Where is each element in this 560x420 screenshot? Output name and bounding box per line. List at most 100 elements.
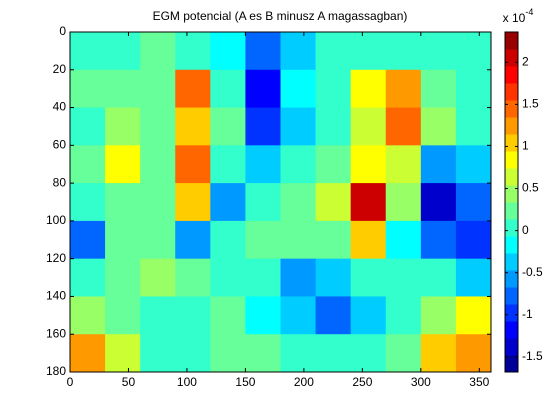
cell — [70, 220, 106, 260]
cell — [385, 220, 422, 260]
cell — [315, 32, 352, 71]
y-tick-label: 180 — [46, 364, 66, 378]
cell — [175, 69, 211, 109]
cell — [455, 220, 492, 260]
cell — [140, 334, 176, 373]
cell — [245, 183, 281, 222]
cell — [385, 183, 422, 222]
cell — [455, 32, 492, 71]
cell — [420, 220, 457, 260]
x-tick-label: 50 — [122, 375, 136, 389]
colorbar-band — [505, 100, 518, 118]
colorbar-band — [505, 134, 518, 152]
cell — [245, 220, 281, 260]
cell — [350, 107, 387, 146]
colorbar-tick-label: 2 — [522, 54, 529, 68]
colorbar-band — [505, 202, 518, 220]
colorbar-tick-label: -1.5 — [522, 349, 543, 363]
y-tick-label: 160 — [46, 326, 66, 340]
colorbar-band — [505, 304, 518, 322]
cell — [70, 296, 106, 335]
cell — [455, 258, 492, 297]
cell — [70, 258, 106, 297]
cell — [280, 220, 317, 260]
cell — [385, 69, 422, 109]
cell — [455, 334, 492, 373]
cell — [350, 145, 387, 184]
cell — [280, 296, 317, 335]
cell — [315, 107, 352, 146]
cell — [315, 183, 352, 222]
colorbar-tick-label: -0.5 — [522, 265, 543, 279]
cell — [210, 183, 246, 222]
cell — [385, 145, 422, 184]
cell — [210, 107, 246, 146]
colorbar-band — [505, 253, 518, 271]
cell — [70, 334, 106, 373]
cell — [140, 69, 176, 109]
cell — [420, 183, 457, 222]
cell — [175, 183, 211, 222]
cell — [280, 183, 317, 222]
cell — [210, 296, 246, 335]
cell — [350, 183, 387, 222]
cell — [245, 258, 281, 297]
cell — [245, 107, 281, 146]
cell — [455, 69, 492, 109]
y-tick-label: 20 — [53, 62, 67, 76]
y-tick-label: 140 — [46, 289, 66, 303]
cell — [385, 258, 422, 297]
cell — [350, 296, 387, 335]
cell — [280, 258, 317, 297]
cell — [105, 32, 141, 71]
cell — [105, 183, 141, 222]
colorbar-band — [505, 219, 518, 237]
cell — [140, 183, 176, 222]
cell — [175, 32, 211, 71]
colorbar-scale-exponent: -4 — [525, 7, 533, 17]
cell — [175, 296, 211, 335]
x-tick-label: 0 — [67, 375, 74, 389]
cell — [280, 69, 317, 109]
colorbar-scale-base: x 10 — [503, 11, 526, 25]
cell — [175, 145, 211, 184]
cell — [175, 258, 211, 297]
colorbar-band — [505, 117, 518, 135]
cell — [420, 32, 457, 71]
plot-frame — [69, 31, 492, 373]
colorbar-tick-label: 0.5 — [522, 181, 539, 195]
cell — [315, 296, 352, 335]
cell — [420, 296, 457, 335]
cell — [210, 145, 246, 184]
cell — [105, 334, 141, 373]
colorbar-scale: x 10-4 — [503, 7, 534, 25]
cell — [245, 145, 281, 184]
cell — [420, 258, 457, 297]
colorbar-band — [505, 321, 518, 339]
cell — [70, 183, 106, 222]
x-tick-label: 200 — [294, 375, 314, 389]
cell — [315, 69, 352, 109]
cell — [210, 258, 246, 297]
cell — [140, 107, 176, 146]
cell — [350, 220, 387, 260]
y-tick-label: 60 — [53, 138, 67, 152]
cell — [140, 145, 176, 184]
cell — [70, 145, 106, 184]
x-tick-label: 150 — [235, 375, 255, 389]
cell — [385, 296, 422, 335]
colorbar-band — [505, 49, 518, 67]
colorbar-band — [505, 66, 518, 84]
cell — [280, 145, 317, 184]
x-tick-label: 100 — [177, 375, 197, 389]
cell — [350, 258, 387, 297]
cell — [140, 32, 176, 71]
x-tick-label: 350 — [469, 375, 489, 389]
cell — [420, 107, 457, 146]
cell — [315, 258, 352, 297]
cell — [175, 220, 211, 260]
cell — [420, 69, 457, 109]
cell — [350, 32, 387, 71]
y-tick-label: 120 — [46, 251, 66, 265]
